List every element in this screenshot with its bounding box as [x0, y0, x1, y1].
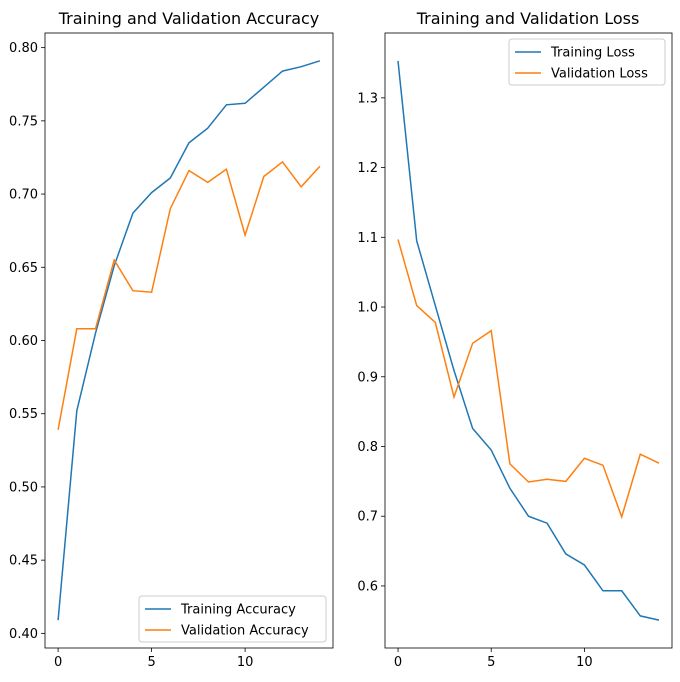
- y-tick-label: 0.70: [9, 188, 38, 203]
- chart-title-loss: Training and Validation Loss: [416, 9, 640, 28]
- series-line-training-accuracy: [57, 60, 321, 621]
- y-tick-label: 0.80: [9, 41, 38, 56]
- legend-label: Training Loss: [550, 46, 635, 61]
- y-tick-label: 0.65: [9, 261, 38, 276]
- x-tick-label: 0: [394, 655, 402, 670]
- x-tick-label: 10: [237, 655, 254, 670]
- chart-title-accuracy: Training and Validation Accuracy: [58, 9, 320, 28]
- x-tick-label: 10: [576, 655, 593, 670]
- y-tick-label: 0.40: [9, 627, 38, 642]
- x-tick-label: 5: [147, 655, 155, 670]
- y-tick-label: 0.6: [357, 579, 378, 594]
- y-tick-label: 0.45: [9, 554, 38, 569]
- y-tick-label: 0.55: [9, 407, 38, 422]
- y-tick-label: 0.8: [357, 440, 378, 455]
- y-tick-label: 0.75: [9, 114, 38, 129]
- legend-label: Validation Accuracy: [181, 624, 309, 639]
- y-tick-label: 0.60: [9, 334, 38, 349]
- legend-box: [138, 595, 327, 643]
- legend: Training Accuracy Validation Accuracy: [138, 595, 327, 643]
- series-line-validation-loss: [397, 239, 660, 520]
- x-tick-label: 0: [54, 655, 62, 670]
- y-tick-label: 0.7: [357, 510, 378, 525]
- y-tick-label: 1.1: [357, 231, 378, 246]
- legend: Training Loss Validation Loss: [508, 38, 666, 86]
- series-line-training-loss: [397, 60, 660, 621]
- accuracy-axes: 0 5 10 0.40 0.45 0.50 0.55 0.60 0.65 0.70 0.75 0.80…: [9, 32, 334, 670]
- legend-label: Training Accuracy: [180, 603, 296, 618]
- x-tick-label: 5: [487, 655, 495, 670]
- y-tick-label: 0.9: [357, 370, 378, 385]
- y-tick-label: 1.2: [357, 161, 378, 176]
- y-tick-label: 0.50: [9, 480, 38, 495]
- legend-label: Validation Loss: [551, 67, 648, 82]
- y-tick-label: 1.0: [357, 301, 378, 316]
- series-line-validation-accuracy: [57, 160, 321, 430]
- axes-frame: [384, 32, 673, 649]
- axes-frame: [44, 32, 334, 649]
- legend-box: [508, 38, 666, 86]
- loss-axes: 0 5 10 0.6 0.7 0.8 0.9 1.0 1.1 1.2 1.3 Training Los…: [357, 32, 673, 670]
- y-tick-label: 1.3: [357, 91, 378, 106]
